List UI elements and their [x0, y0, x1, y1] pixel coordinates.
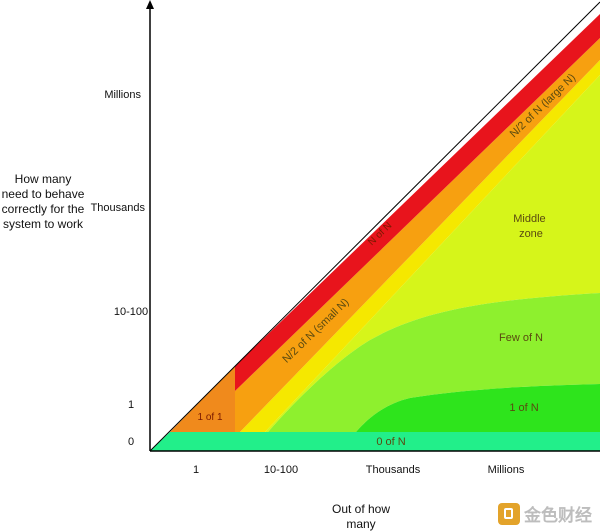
- zone-middle: [265, 75, 600, 432]
- zone-few-of-n: [268, 293, 600, 432]
- zone-one-of-n: [356, 384, 600, 432]
- label-middle-text-line2: zone: [519, 228, 543, 240]
- y-tick-millions: Millions: [104, 89, 141, 101]
- x-tick-10-100: 10-100: [264, 464, 298, 476]
- label-few-of-n: Few of N: [499, 332, 543, 344]
- label-one-of-n: 1 of N: [509, 402, 538, 414]
- label-middle-text: Middle: [513, 213, 545, 225]
- watermark-logo-icon: [498, 502, 520, 525]
- y-axis-title: How many need to behave correctly for th…: [1, 172, 85, 231]
- x-tick-millions: Millions: [488, 464, 525, 476]
- watermark-text: 金色财经: [524, 506, 592, 525]
- y-tick-thousands: Thousands: [91, 202, 146, 214]
- diagonal-line: [149, 1, 600, 452]
- zone-zero-of-n: [150, 432, 600, 451]
- y-tick-10-100: 10-100: [114, 306, 148, 318]
- y-tick-0: 0: [128, 436, 134, 448]
- x-tick-thousands: Thousands: [366, 464, 421, 476]
- label-middle: Middle zone: [513, 213, 548, 240]
- y-axis-arrow: [146, 0, 154, 9]
- y-tick-1: 1: [128, 399, 134, 411]
- zone-n2-orange: [235, 38, 600, 432]
- watermark: 金色财经: [498, 501, 592, 526]
- zone-n-of-n: [235, 14, 600, 391]
- label-one-of-one: 1 of 1: [197, 412, 222, 423]
- x-axis-title: Out of how many: [331, 502, 391, 531]
- label-zero-of-n: 0 of N: [376, 436, 405, 448]
- x-tick-1: 1: [193, 464, 199, 476]
